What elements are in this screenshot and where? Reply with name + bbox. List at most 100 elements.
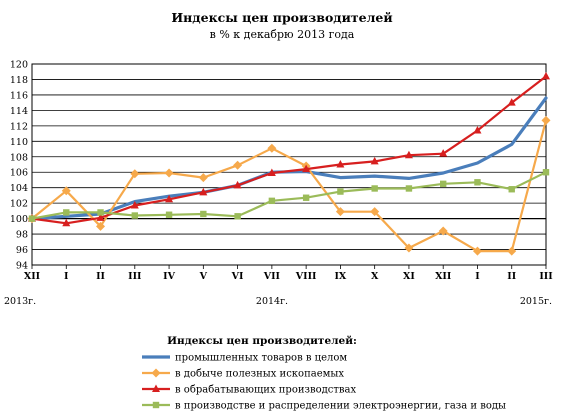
x-tick-label: I <box>475 271 480 282</box>
x-tick-label: IV <box>163 271 175 282</box>
x-tick-label: V <box>199 271 208 282</box>
data-point <box>472 246 482 256</box>
data-point <box>404 243 414 253</box>
y-tick-label: 120 <box>10 60 28 71</box>
x-tick-label: I <box>64 271 69 282</box>
data-point <box>131 212 138 219</box>
y-tick-label: 108 <box>10 152 28 163</box>
data-point <box>405 185 413 192</box>
y-tick-label: 118 <box>10 75 28 86</box>
series-line <box>30 171 548 220</box>
legend-item: в производстве и распределении электроэн… <box>142 401 506 412</box>
plot-area <box>31 63 547 266</box>
chart-title: Индексы цен производителей <box>171 10 392 25</box>
x-tick-label: II <box>507 271 516 282</box>
data-point <box>234 213 241 220</box>
data-point <box>96 221 106 231</box>
legend-label: в производстве и распределении электроэн… <box>175 401 506 412</box>
data-point <box>96 213 105 221</box>
data-point <box>63 209 70 216</box>
data-point <box>198 173 208 183</box>
data-point <box>268 197 276 205</box>
legend-item: в обрабатывающих производствах <box>142 384 357 396</box>
data-point <box>233 160 243 170</box>
data-point <box>165 194 174 203</box>
legend-title: Индексы цен производителей: <box>167 335 357 347</box>
y-tick-label: 100 <box>10 214 28 225</box>
x-tick-label: VI <box>231 271 244 282</box>
legend-label: в обрабатывающих производствах <box>175 385 357 396</box>
legend-marker <box>151 368 161 378</box>
x-tick-label: XII <box>435 271 452 282</box>
data-point <box>370 207 380 217</box>
x-tick-label: VIII <box>295 271 317 282</box>
y-tick-label: 102 <box>10 199 28 210</box>
year-labels: 2013г. 2014г. 2015г. <box>4 296 552 307</box>
data-point <box>62 218 71 227</box>
data-point <box>439 149 448 157</box>
y-tick-label: 94 <box>16 261 28 272</box>
series-line <box>30 75 548 225</box>
x-tick-label: III <box>539 271 553 282</box>
data-point <box>474 179 481 186</box>
y-tick-label: 98 <box>16 230 28 241</box>
data-point <box>130 169 140 179</box>
y-tick-label: 104 <box>10 183 28 194</box>
data-point <box>28 215 36 222</box>
legend-item: промышленных товаров в целом <box>142 353 347 364</box>
x-tick-label: X <box>371 271 379 282</box>
year-label-2014: 2014г. <box>256 296 288 307</box>
series-group <box>27 71 551 256</box>
data-point <box>337 188 344 195</box>
data-point <box>507 246 517 256</box>
data-point <box>440 180 447 188</box>
legend-label: промышленных товаров в целом <box>175 353 347 364</box>
data-point <box>371 185 378 192</box>
legend-marker <box>152 384 160 392</box>
legend: промышленных товаров в целом в добыче пол… <box>142 353 506 412</box>
data-point <box>508 186 515 193</box>
y-tick-label: 116 <box>10 90 28 101</box>
data-point <box>302 194 310 201</box>
legend-label: в добыче полезных ископаемых <box>175 369 344 380</box>
x-axis-ticks: XII I II III IV V VI VII VIII IX X XI XII I II III <box>24 265 553 282</box>
y-tick-label: 112 <box>10 121 28 132</box>
data-point <box>267 143 277 153</box>
data-point <box>302 164 311 173</box>
data-point <box>97 209 104 216</box>
data-point <box>336 160 345 168</box>
chart-subtitle: в % к декабрю 2013 года <box>210 28 355 41</box>
series-4 <box>28 169 550 222</box>
data-point <box>438 226 448 236</box>
year-label-2013: 2013г. <box>4 296 36 307</box>
x-tick-label: XI <box>403 271 415 282</box>
y-tick-label: 110 <box>10 137 28 148</box>
y-tick-label: 114 <box>10 106 28 117</box>
data-point <box>267 168 276 177</box>
data-point <box>164 168 174 178</box>
data-point <box>542 71 550 80</box>
year-label-2015: 2015г. <box>520 296 552 307</box>
legend-marker <box>152 401 160 409</box>
data-point <box>165 211 173 218</box>
data-point <box>233 180 242 189</box>
data-point <box>542 169 550 176</box>
series-2 <box>27 115 551 256</box>
data-point <box>370 156 379 165</box>
y-tick-label: 106 <box>10 168 28 179</box>
series-line <box>30 119 548 253</box>
data-point <box>335 207 345 217</box>
data-point <box>61 186 71 196</box>
x-tick-label: IX <box>334 271 346 282</box>
data-point <box>473 125 482 134</box>
y-axis-ticks: 94 96 98 100 102 104 106 108 110 112 114 116 118 120 <box>10 60 28 272</box>
data-point <box>200 210 207 218</box>
data-point <box>404 150 413 159</box>
x-tick-label: VII <box>263 271 281 282</box>
data-point <box>507 98 516 106</box>
data-point <box>541 115 551 125</box>
x-tick-label: XII <box>24 271 41 282</box>
data-point <box>199 187 208 196</box>
x-tick-label: III <box>128 271 142 282</box>
